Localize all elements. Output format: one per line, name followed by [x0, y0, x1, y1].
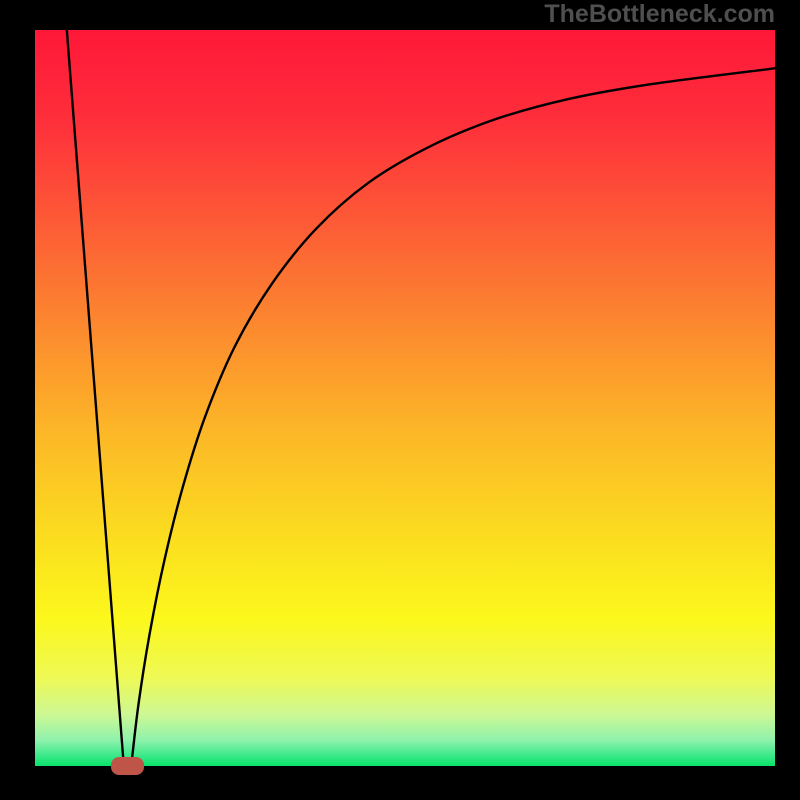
plot-area — [35, 30, 775, 766]
watermark-text: TheBottleneck.com — [544, 0, 775, 29]
curve-layer — [35, 30, 775, 766]
minimum-marker — [111, 757, 144, 775]
right-curve — [131, 68, 775, 766]
chart-frame: TheBottleneck.com — [0, 0, 800, 800]
left-curve — [67, 30, 124, 766]
